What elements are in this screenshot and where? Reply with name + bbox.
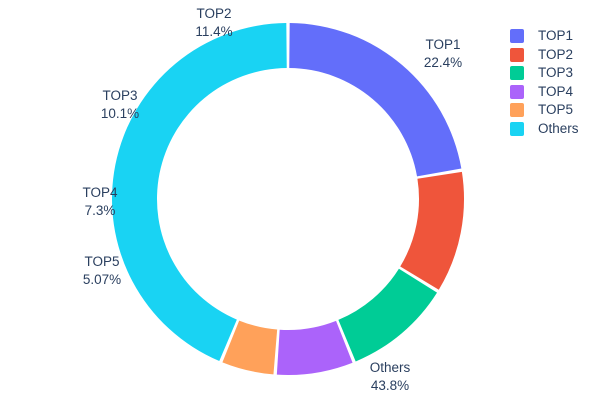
legend-item-others[interactable]: Others <box>510 120 598 139</box>
legend-label-top3: TOP3 <box>538 65 574 80</box>
legend-item-top5[interactable]: TOP5 <box>510 101 598 120</box>
donut-slices-group <box>112 23 465 376</box>
slice-label-name-top3: TOP3 <box>102 88 137 103</box>
legend-label-top5: TOP5 <box>538 102 574 117</box>
donut-slice-top1[interactable] <box>289 23 462 177</box>
legend-swatch-icon-top5 <box>510 103 524 118</box>
slice-label-percent-top5: 5.07% <box>83 272 121 287</box>
slice-label-percent-top4: 7.3% <box>85 203 116 218</box>
legend-swatch-icon-top4 <box>510 84 524 99</box>
legend-item-top1[interactable]: TOP1 <box>510 27 598 46</box>
legend-label-top1: TOP1 <box>538 28 574 43</box>
legend-label-others: Others <box>538 120 579 136</box>
slice-label-name-top5: TOP5 <box>84 254 119 269</box>
slice-label-name-top4: TOP4 <box>82 185 118 200</box>
legend-swatch-icon-top1 <box>510 29 524 44</box>
slice-label-name-others: Others <box>370 360 411 375</box>
slice-label-percent-top1: 22.4% <box>424 55 462 70</box>
legend-swatch-icon-top3 <box>510 66 524 81</box>
legend-label-top4: TOP4 <box>538 83 574 99</box>
donut-slice-top5[interactable] <box>222 320 278 375</box>
donut-slice-top3[interactable] <box>338 268 438 362</box>
legend-item-top2[interactable]: TOP2 <box>510 46 598 65</box>
legend-swatch-icon-others <box>510 121 524 136</box>
donut-slice-top2[interactable] <box>400 171 465 290</box>
slice-label-percent-top2: 11.4% <box>195 24 232 39</box>
slice-label-name-top1: TOP1 <box>425 37 460 52</box>
slice-label-percent-others: 43.8% <box>371 378 409 393</box>
chart-legend[interactable]: TOP1 TOP2 TOP3 TOP4 TOP5 Others <box>510 27 598 138</box>
slice-label-name-top2: TOP2 <box>196 6 231 21</box>
slice-labels-group: TOP1 22.4% TOP2 11.4% TOP3 10.1% TOP4 7.3% TOP5 5… <box>82 6 462 393</box>
donut-slice-others[interactable] <box>112 23 287 362</box>
legend-item-top3[interactable]: TOP3 <box>510 64 598 83</box>
legend-swatch-icon-top2 <box>510 47 524 62</box>
legend-item-top4[interactable]: TOP4 <box>510 83 598 102</box>
slice-label-percent-top3: 10.1% <box>101 106 139 121</box>
legend-label-top2: TOP2 <box>538 46 574 62</box>
donut-slice-top4[interactable] <box>276 320 353 376</box>
